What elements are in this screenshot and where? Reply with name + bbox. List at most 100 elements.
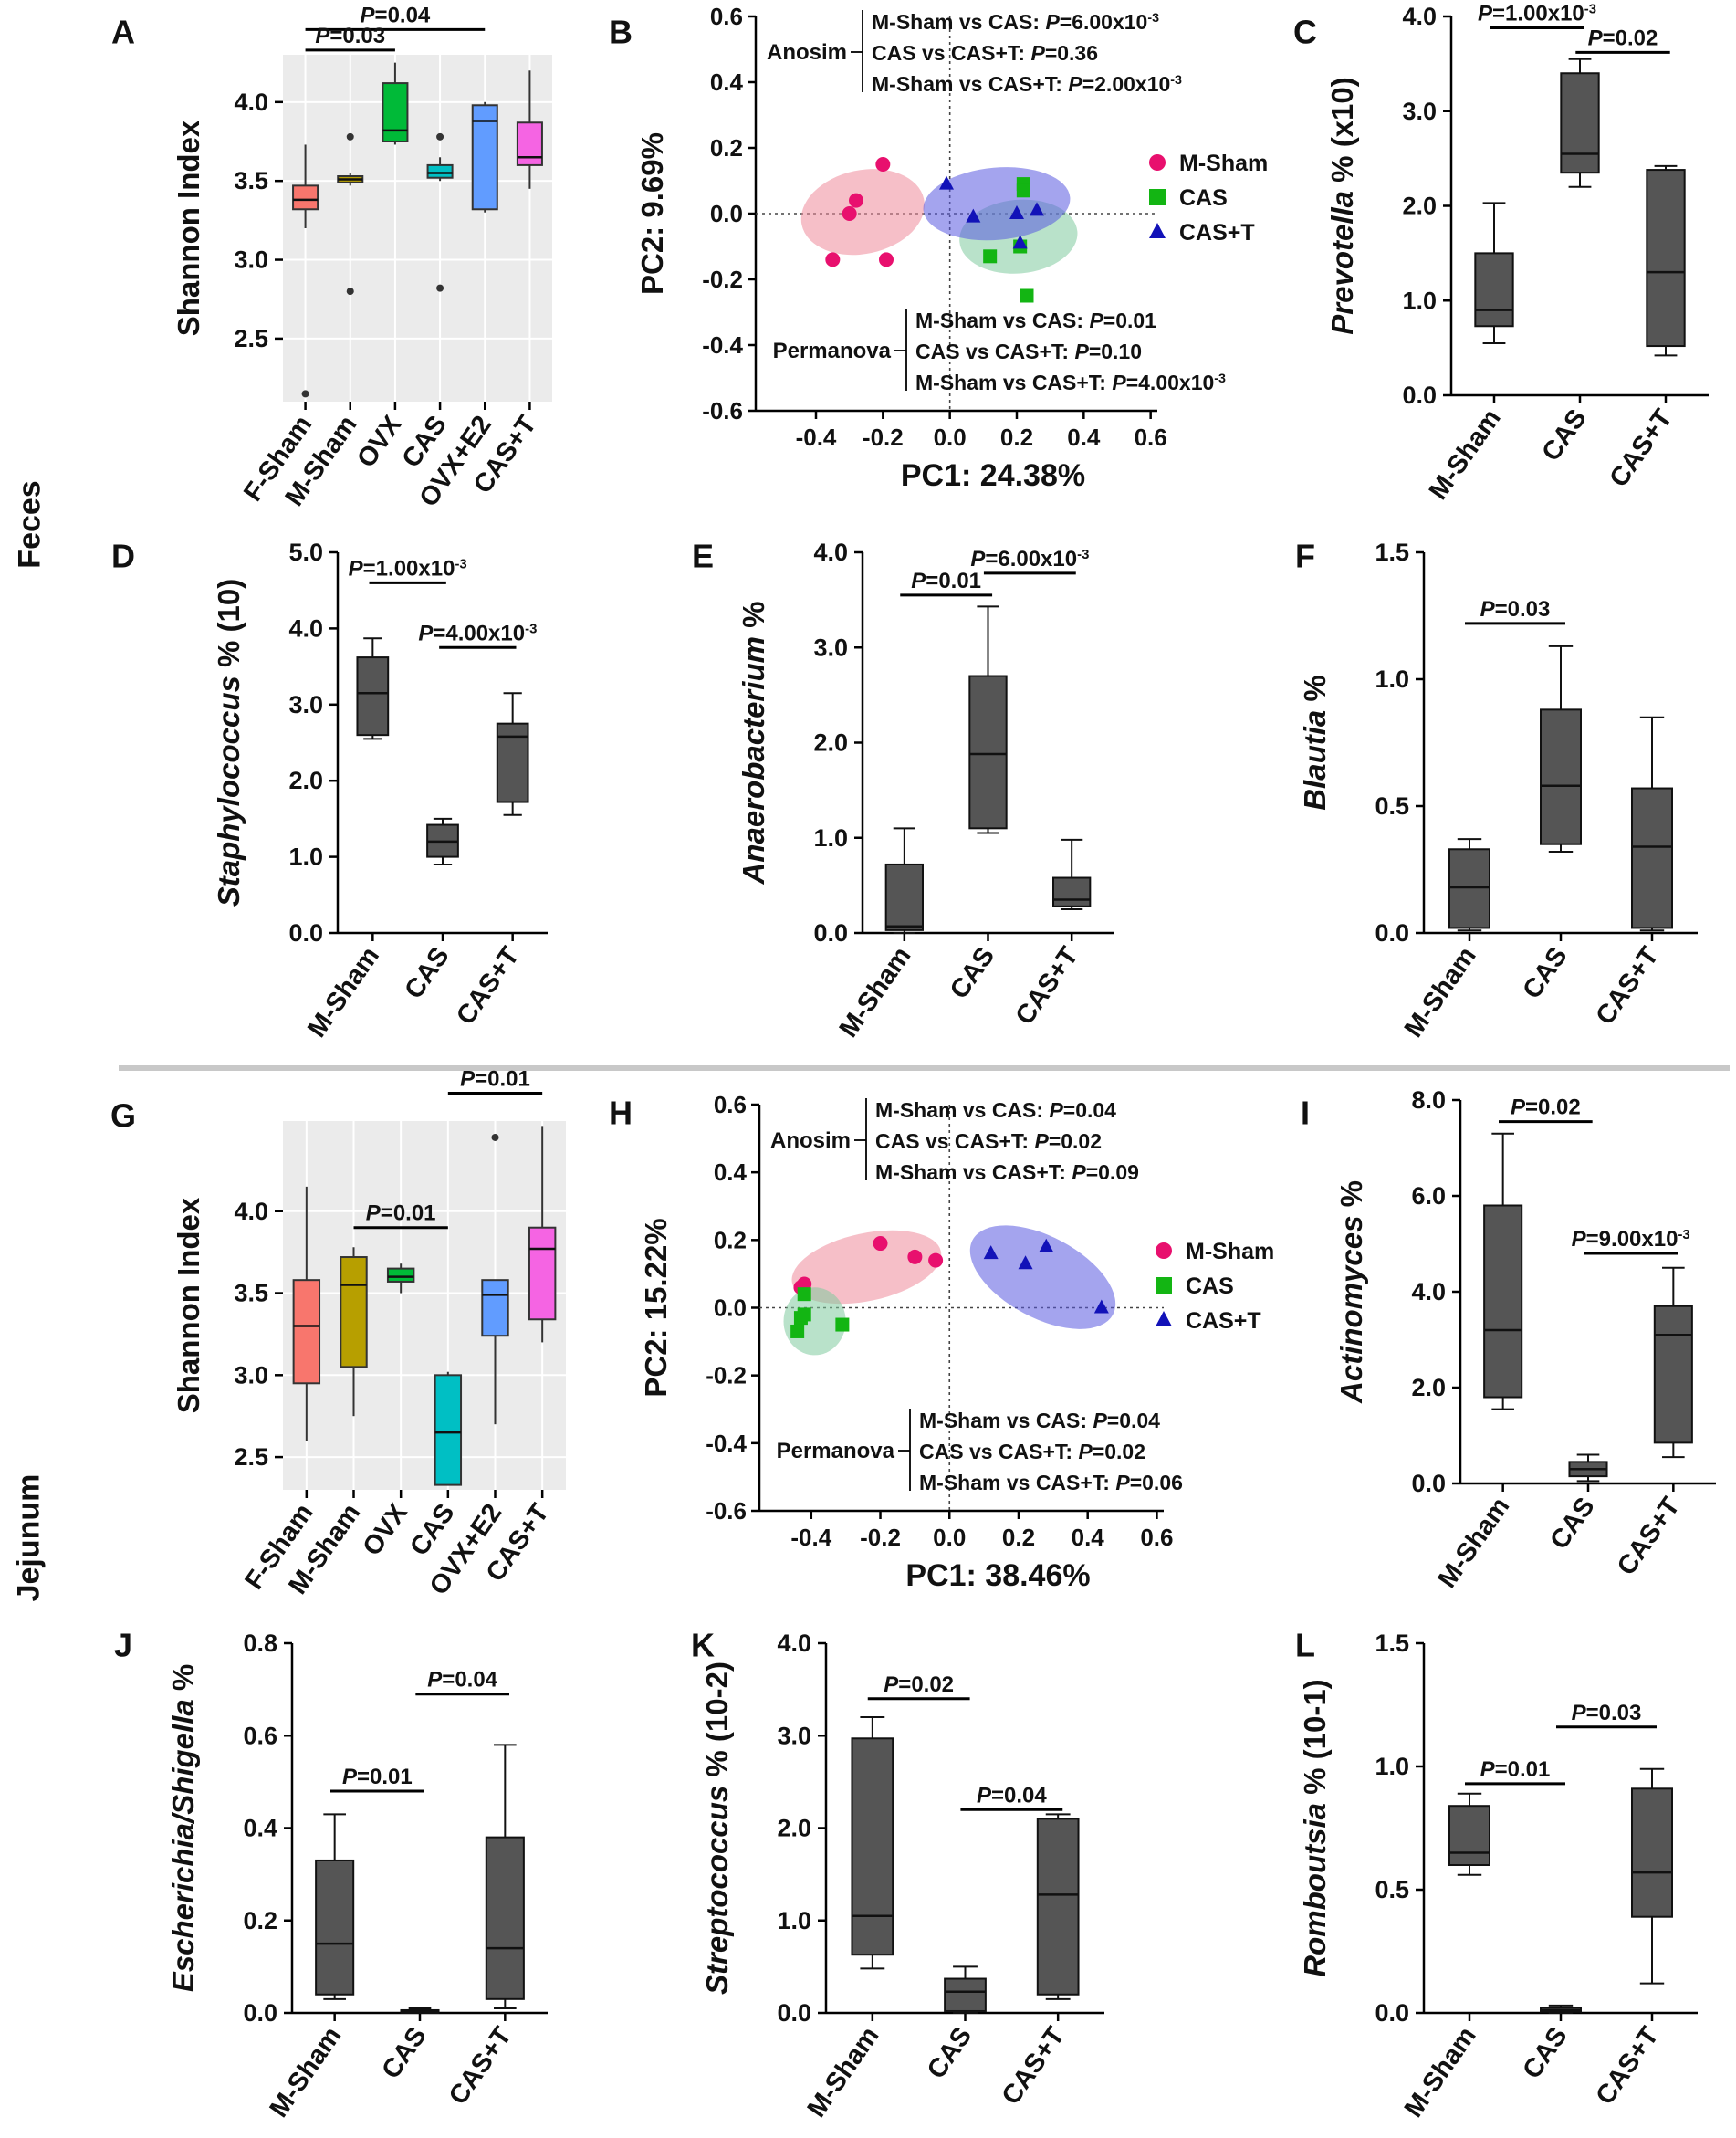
significance-label-part: =0.04 bbox=[442, 1668, 497, 1693]
significance-label-part: =0.03 bbox=[1586, 1701, 1642, 1725]
y-axis-label: Staphylococcus % (10) bbox=[212, 579, 246, 907]
y-tick-label: 0.0 bbox=[777, 1999, 811, 2027]
y-tick-label: 8.0 bbox=[1411, 1086, 1446, 1114]
stats-top-line-part: =0.02 bbox=[1049, 1129, 1102, 1153]
panel-k: K 0.0 1.0 2.0 3.0 4.0 M-Sham CAS CAS+T Streptococ… bbox=[691, 1627, 1104, 2123]
significance-label-part: P bbox=[1480, 1757, 1496, 1782]
x-tick-label: CAS+T bbox=[1591, 941, 1665, 1030]
y-axis-label-part: Blautia bbox=[1298, 710, 1332, 811]
y-tick-label: 3.0 bbox=[234, 246, 268, 274]
x-tick-label: CAS+T bbox=[1010, 941, 1084, 1030]
stats-bottom-label: Permanova bbox=[777, 1439, 895, 1463]
y-tick-label: 1.0 bbox=[288, 844, 323, 871]
x-tick-label: M-Sham bbox=[264, 2022, 347, 2123]
y-tick-label: 2.5 bbox=[234, 1443, 268, 1471]
significance-label-part: =9.00x10 bbox=[1586, 1227, 1678, 1252]
point-cas bbox=[797, 1287, 811, 1302]
significance-label-part: =0.03 bbox=[329, 24, 385, 48]
stats-top-label: Anosim bbox=[767, 40, 847, 65]
box-cas-t bbox=[516, 121, 543, 166]
point-cas-t bbox=[966, 208, 981, 223]
significance-label: P=0.03 bbox=[1480, 597, 1551, 622]
significance-label-part: -3 bbox=[455, 557, 466, 571]
x-tick-label: M-Sham bbox=[1432, 1493, 1515, 1594]
significance-label-part: =0.02 bbox=[898, 1672, 954, 1697]
significance-label-part: =0.01 bbox=[926, 569, 981, 593]
significance-label-part: =0.01 bbox=[381, 1201, 436, 1226]
y-tick-label: 0.4 bbox=[714, 1158, 748, 1186]
y-axis-label-part: % (x10) bbox=[1325, 77, 1359, 191]
significance-label-part: -3 bbox=[1584, 2, 1596, 16]
y-tick-label: 0.0 bbox=[243, 1999, 277, 2027]
stats-bottom-line-part: P bbox=[1093, 1409, 1107, 1432]
stats-bottom-line-part: =0.04 bbox=[1107, 1409, 1160, 1432]
panel-letter-j: J bbox=[114, 1627, 132, 1664]
x-tick-label: 0.0 bbox=[933, 1524, 966, 1551]
y-tick-label: 3.5 bbox=[234, 167, 268, 194]
y-tick-label: 2.0 bbox=[1402, 193, 1437, 220]
y-axis-label-part: Actinomyces bbox=[1334, 1216, 1368, 1404]
significance-label-part: P bbox=[1572, 1227, 1587, 1252]
outlier-point bbox=[436, 284, 444, 292]
stats-top-line: M-Sham vs CAS: P=0.04 bbox=[875, 1098, 1116, 1122]
box-cas bbox=[944, 1977, 987, 2012]
y-axis-label-part: Romboutsia bbox=[1298, 1803, 1332, 1977]
y-tick-label: 1.0 bbox=[777, 1907, 811, 1934]
panel-letter-h: H bbox=[609, 1095, 633, 1132]
legend-marker-cas bbox=[1149, 189, 1166, 205]
significance-label: P=0.02 bbox=[1511, 1095, 1581, 1120]
stats-top-line: M-Sham vs CAS: P=6.00x10-3 bbox=[872, 10, 1159, 34]
stats-bottom-line: M-Sham vs CAS+T: P=0.06 bbox=[919, 1471, 1183, 1494]
x-tick-label: CAS bbox=[1536, 404, 1592, 467]
point-m-sham bbox=[879, 252, 894, 267]
y-tick-label: 3.5 bbox=[234, 1280, 268, 1307]
y-tick-label: 0.4 bbox=[710, 68, 744, 96]
y-axis-label-part: Shannon Index bbox=[172, 120, 205, 336]
box-cas bbox=[426, 163, 454, 179]
point-cas-t bbox=[983, 1245, 999, 1260]
point-cas-t bbox=[1039, 1238, 1054, 1252]
stats-top-line-part: M-Sham vs CAS+T: bbox=[875, 1160, 1072, 1184]
stats-top-line-part: M-Sham vs CAS: bbox=[872, 10, 1045, 34]
y-tick-label: 2.0 bbox=[1411, 1374, 1446, 1401]
stats-bottom-line: CAS vs CAS+T: P=0.02 bbox=[919, 1440, 1145, 1463]
x-tick-label: CAS bbox=[922, 2022, 978, 2085]
significance-label-part: P bbox=[977, 1783, 992, 1808]
legend-label: CAS bbox=[1179, 185, 1228, 211]
x-axis-label: PC1: 38.46% bbox=[905, 1558, 1090, 1593]
legend-marker-cas-t bbox=[1149, 223, 1166, 238]
significance-label-part: =0.01 bbox=[475, 1066, 530, 1091]
y-axis-label-part: Escherichia/Shigella bbox=[166, 1699, 200, 1992]
x-tick-label: CAS bbox=[376, 2022, 432, 2085]
y-tick-label: 2.0 bbox=[813, 729, 848, 757]
y-tick-label: 0.6 bbox=[243, 1722, 277, 1749]
point-m-sham bbox=[907, 1249, 923, 1264]
panel-letter-e: E bbox=[692, 538, 714, 575]
box-m-sham bbox=[1448, 848, 1490, 929]
point-m-sham bbox=[875, 157, 891, 172]
panel-l: L 0.0 0.5 1.0 1.5 M-Sham CAS CAS+T Romboutsia % … bbox=[1295, 1627, 1698, 2122]
cluster-ellipse-m-sham bbox=[800, 169, 925, 256]
stats-bottom-line-part: P bbox=[1089, 309, 1103, 332]
y-tick-label: 0.4 bbox=[243, 1815, 277, 1842]
panel-letter-a: A bbox=[111, 14, 135, 51]
legend-label: CAS+T bbox=[1179, 220, 1255, 246]
y-tick-label: 3.0 bbox=[1402, 98, 1437, 125]
x-tick-label: M-Sham bbox=[802, 2022, 885, 2123]
stats-bottom-line: M-Sham vs CAS+T: P=4.00x10-3 bbox=[915, 371, 1226, 394]
box-cas bbox=[434, 1374, 463, 1486]
panel-letter-d: D bbox=[111, 538, 135, 575]
legend-label: CAS bbox=[1186, 1273, 1234, 1299]
stats-top-line-part: CAS vs CAS+T: bbox=[872, 41, 1030, 65]
significance-label-part: -3 bbox=[525, 622, 537, 636]
y-axis-label-part: Shannon Index bbox=[172, 1197, 205, 1413]
significance-label: P=6.00x10-3 bbox=[970, 547, 1089, 571]
box-m-sham bbox=[340, 1256, 368, 1368]
significance-label: P=0.01 bbox=[1480, 1757, 1551, 1782]
stats-top-line-part: =0.36 bbox=[1045, 41, 1098, 65]
x-tick-label: 0.4 bbox=[1067, 424, 1101, 451]
stats-top-line-part: P bbox=[1045, 10, 1060, 34]
significance-label-part: -3 bbox=[1077, 548, 1089, 562]
box-ovx bbox=[386, 1267, 415, 1283]
